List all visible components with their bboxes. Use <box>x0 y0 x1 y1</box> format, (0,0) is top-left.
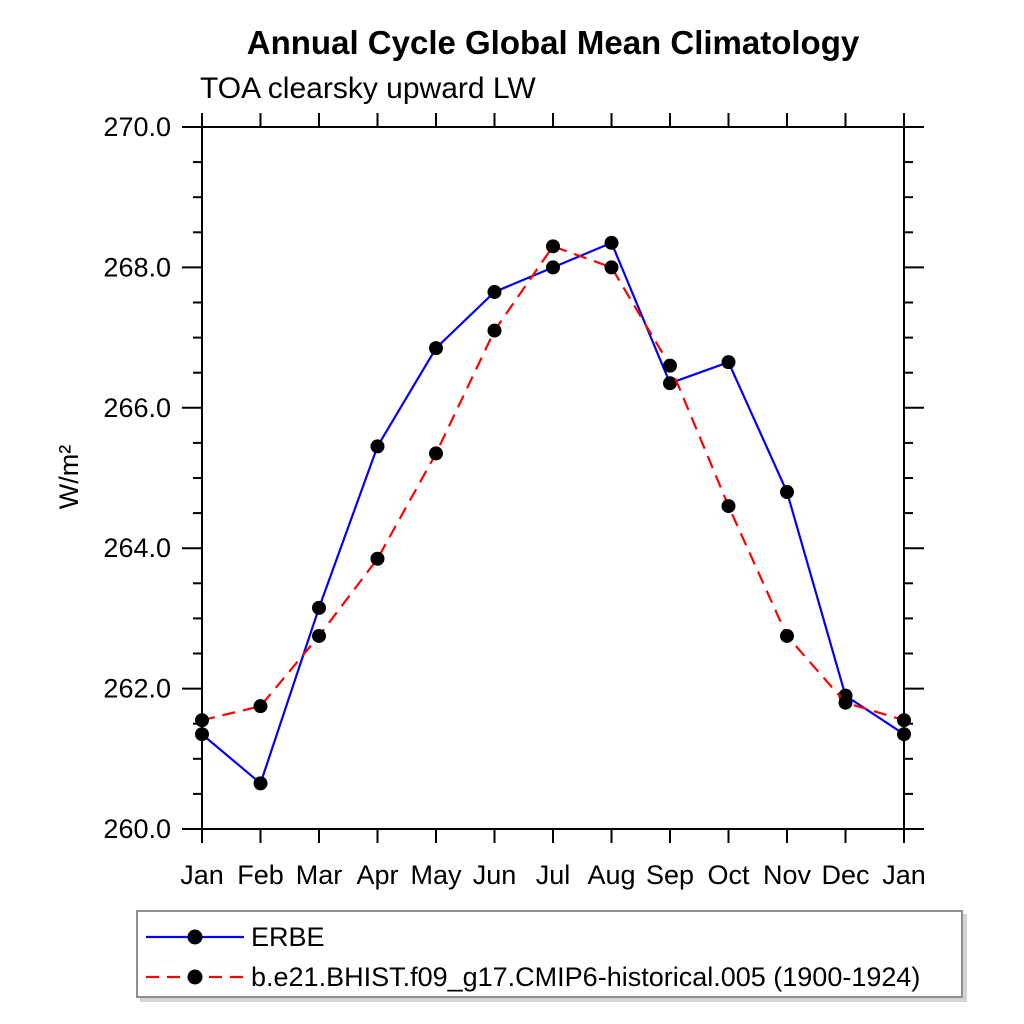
y-tick-label: 266.0 <box>103 393 171 423</box>
data-point <box>897 713 911 728</box>
series-model <box>195 239 911 728</box>
data-point <box>780 628 794 643</box>
x-tick-label: Jan <box>180 860 224 890</box>
x-tick-label: Sep <box>646 860 694 890</box>
data-point <box>663 376 677 391</box>
x-tick-label: Oct <box>707 860 750 890</box>
data-point <box>838 695 853 710</box>
data-point <box>663 358 677 373</box>
x-tick-label: Jan <box>882 860 926 890</box>
data-point <box>487 323 502 338</box>
legend-label-erbe: ERBE <box>251 921 325 952</box>
series-erbe <box>195 235 911 791</box>
data-point <box>312 628 326 643</box>
data-point <box>370 439 385 454</box>
x-tick-label: Aug <box>587 860 635 890</box>
x-tick-label: May <box>410 860 462 890</box>
x-axis-ticks <box>201 113 905 843</box>
x-tick-label: Mar <box>296 860 343 890</box>
data-point <box>487 284 502 299</box>
data-point <box>429 446 443 461</box>
data-point <box>721 355 736 370</box>
y-tick-label: 262.0 <box>103 674 171 704</box>
y-axis-ticks <box>182 126 924 830</box>
y-axis-tick-labels: 260.0 262.0 264.0 266.0 268.0 270.0 <box>103 112 171 844</box>
data-point <box>604 260 619 275</box>
data-point <box>253 699 268 714</box>
data-point <box>604 235 619 250</box>
chart-title: Annual Cycle Global Mean Climatology <box>246 24 860 61</box>
legend-item-erbe: ERBE <box>142 917 961 957</box>
y-tick-label: 270.0 <box>103 112 171 142</box>
legend-label-model: b.e21.BHIST.f09_g17.CMIP6-historical.005… <box>251 961 921 992</box>
data-point <box>546 239 560 254</box>
legend: ERBE b.e21.BHIST.f09_g17.CMIP6-historica… <box>136 910 963 998</box>
data-point <box>253 776 268 791</box>
data-point <box>897 727 911 742</box>
x-tick-label: Feb <box>237 860 284 890</box>
chart-subtitle: TOA clearsky upward LW <box>200 72 536 105</box>
x-tick-label: Dec <box>821 860 869 890</box>
x-tick-label: Nov <box>763 860 812 890</box>
x-tick-label: Jul <box>536 860 571 890</box>
legend-sample-model-line-icon <box>146 969 244 985</box>
data-point <box>195 727 209 742</box>
data-point <box>429 341 443 356</box>
legend-sample-erbe-line-icon <box>146 929 244 945</box>
data-point <box>721 499 736 514</box>
y-tick-label: 268.0 <box>103 252 171 282</box>
plot-frame <box>201 126 905 830</box>
y-tick-label: 264.0 <box>103 533 171 563</box>
data-point <box>195 713 209 728</box>
data-point <box>370 551 385 566</box>
x-tick-label: Jun <box>473 860 517 890</box>
legend-item-model: b.e21.BHIST.f09_g17.CMIP6-historical.005… <box>142 957 961 997</box>
data-point <box>780 485 794 500</box>
x-tick-label: Apr <box>356 860 398 890</box>
data-point <box>312 600 326 615</box>
y-tick-label: 260.0 <box>103 814 171 844</box>
x-axis-tick-labels: Jan Feb Mar Apr May Jun Jul Aug Sep Oct Nov Dec Jan <box>180 860 926 890</box>
data-point <box>546 260 560 275</box>
